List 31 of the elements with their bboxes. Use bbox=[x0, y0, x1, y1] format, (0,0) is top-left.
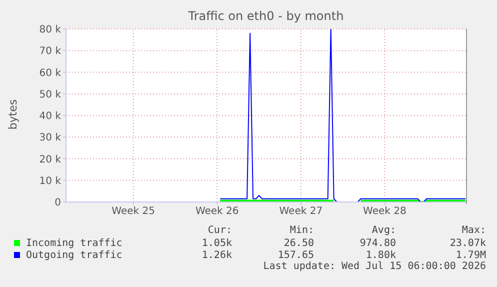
y-tick-label: 10 k bbox=[39, 176, 62, 187]
text: Cur: bbox=[206, 225, 232, 237]
text: 1.79M bbox=[454, 250, 486, 260]
text: 1.26k bbox=[200, 250, 232, 260]
text: Last update: Wed Jul 15 06:00:00 2026 bbox=[262, 261, 486, 273]
legend-label: Outgoing traffic bbox=[26, 250, 122, 260]
x-tick-label: Week 26 bbox=[195, 206, 239, 218]
text: Avg: bbox=[370, 225, 396, 237]
y-tick-label: 40 k bbox=[39, 111, 62, 122]
line-series bbox=[220, 29, 466, 202]
text: Max: bbox=[460, 225, 486, 237]
text: 1.05k bbox=[200, 238, 232, 248]
y-tick-label: 30 k bbox=[39, 132, 62, 144]
x-tick-label: Week 27 bbox=[279, 206, 323, 218]
x-tick-label: Week 25 bbox=[112, 206, 155, 218]
y-tick-label: 60 k bbox=[39, 68, 62, 79]
y-tick-label: 50 k bbox=[39, 89, 62, 100]
text: 1.80k bbox=[364, 250, 396, 260]
text: Min: bbox=[288, 225, 314, 237]
y-tick-label: 0 bbox=[54, 198, 61, 209]
chart-title: Traffic on eth0 - by month bbox=[187, 9, 345, 23]
y-tick-label: 70 k bbox=[39, 46, 62, 58]
legend-label: Incoming traffic bbox=[26, 238, 122, 248]
text: 26.50 bbox=[282, 238, 314, 248]
text: 974.80 bbox=[358, 238, 396, 248]
y-tick-label: 80 k bbox=[39, 24, 62, 36]
y-tick-label: 20 k bbox=[39, 154, 62, 166]
text: 23.07k bbox=[448, 238, 486, 248]
y-axis-title: bytes bbox=[6, 98, 20, 132]
text: 157.65 bbox=[276, 250, 314, 260]
x-tick-label: Week 28 bbox=[363, 206, 406, 218]
